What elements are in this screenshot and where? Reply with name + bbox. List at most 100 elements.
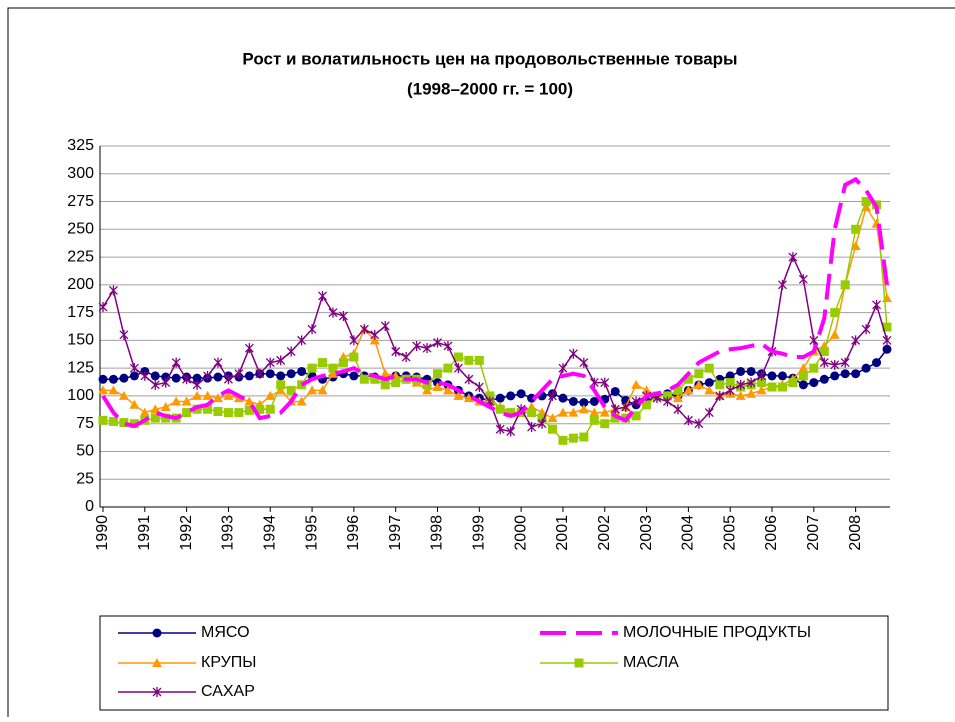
x-tick-label: 1990	[94, 515, 111, 551]
series-marker	[589, 407, 600, 417]
y-tick-label: 325	[67, 137, 94, 154]
series-marker	[579, 398, 589, 408]
series-marker	[108, 416, 118, 426]
x-tick-label: 1998	[429, 515, 446, 551]
series-marker	[819, 374, 829, 384]
series-marker	[391, 378, 401, 388]
series-marker	[788, 252, 798, 263]
series-marker	[558, 435, 568, 445]
series-marker	[380, 368, 391, 378]
series-marker	[798, 274, 808, 285]
series-marker	[840, 369, 850, 379]
x-tick-label: 1996	[345, 515, 362, 551]
series-marker	[704, 363, 714, 373]
series-marker	[328, 307, 338, 318]
series-marker	[746, 366, 756, 376]
series-marker	[171, 357, 181, 368]
chart-subtitle: (1998–2000 гг. = 100)	[407, 79, 573, 98]
series-marker	[579, 432, 589, 442]
series-marker	[433, 337, 442, 348]
series-marker	[527, 422, 537, 433]
series-marker	[244, 405, 254, 415]
series-marker	[108, 285, 118, 296]
series-marker	[119, 418, 129, 428]
series-marker	[882, 344, 892, 354]
series-marker	[349, 335, 359, 346]
series-marker	[725, 385, 735, 396]
series-marker	[370, 329, 380, 340]
series-marker	[683, 374, 693, 384]
series-marker	[704, 385, 715, 395]
y-tick-label: 300	[67, 165, 94, 182]
x-tick-label: 2004	[680, 515, 697, 551]
series-marker	[830, 371, 840, 381]
series-marker	[882, 335, 892, 346]
x-tick-label: 2007	[805, 515, 822, 551]
series-line	[101, 176, 889, 429]
series-marker	[129, 399, 140, 409]
series-marker	[495, 404, 505, 414]
series-marker	[557, 407, 568, 417]
series-marker	[851, 224, 861, 234]
y-tick-label: 100	[67, 387, 94, 404]
series-marker	[767, 382, 777, 392]
series-marker	[694, 369, 704, 379]
series-marker	[286, 346, 296, 357]
series-marker	[840, 280, 850, 290]
series-marker	[882, 322, 892, 332]
series-marker	[338, 358, 348, 368]
series-marker	[140, 370, 150, 381]
series-line	[103, 205, 888, 419]
series-marker	[861, 197, 871, 207]
series-marker	[568, 433, 578, 443]
series-marker	[192, 379, 202, 390]
series-marker	[851, 335, 861, 346]
series-marker	[255, 404, 265, 414]
legend-label: КРУПЫ	[201, 654, 256, 671]
series-marker	[746, 377, 756, 388]
series-marker	[704, 378, 714, 388]
y-tick-label: 75	[76, 415, 94, 432]
series-marker	[182, 374, 192, 385]
series-marker	[631, 396, 641, 407]
series-marker	[318, 290, 327, 301]
series-marker	[433, 369, 443, 379]
x-tick-label: 1991	[136, 515, 153, 551]
y-tick-label: 200	[67, 276, 94, 293]
x-tick-label: 1992	[178, 515, 195, 551]
series-marker	[694, 418, 704, 429]
series-marker	[129, 363, 139, 374]
series-marker	[307, 324, 317, 335]
y-tick-label: 50	[76, 443, 94, 460]
series-marker	[548, 390, 557, 401]
series-marker	[558, 363, 568, 374]
series-marker	[223, 408, 233, 418]
series-marker	[234, 368, 244, 379]
series-marker	[872, 358, 882, 368]
y-tick-label: 250	[67, 221, 94, 238]
legend-label: МЯСО	[201, 624, 250, 641]
series-marker	[98, 415, 108, 425]
series-marker	[735, 390, 746, 400]
series-marker	[693, 379, 704, 389]
series-marker	[307, 363, 317, 373]
series-marker	[182, 408, 192, 418]
legend-marker	[574, 658, 584, 668]
series-marker	[850, 240, 861, 250]
series-marker	[286, 369, 296, 379]
series-marker	[809, 363, 819, 373]
y-tick-label: 0	[85, 498, 94, 515]
series-marker	[547, 424, 557, 434]
series-marker	[203, 404, 213, 414]
series-marker	[673, 404, 683, 415]
series-marker	[213, 372, 223, 382]
series-marker	[391, 346, 401, 357]
series-marker	[642, 400, 652, 410]
series-marker	[673, 385, 683, 395]
series-marker	[788, 378, 798, 388]
legend-label: МАСЛА	[623, 654, 679, 671]
series-marker	[181, 396, 192, 406]
x-tick-label: 2002	[596, 515, 613, 551]
series-marker	[600, 419, 610, 429]
